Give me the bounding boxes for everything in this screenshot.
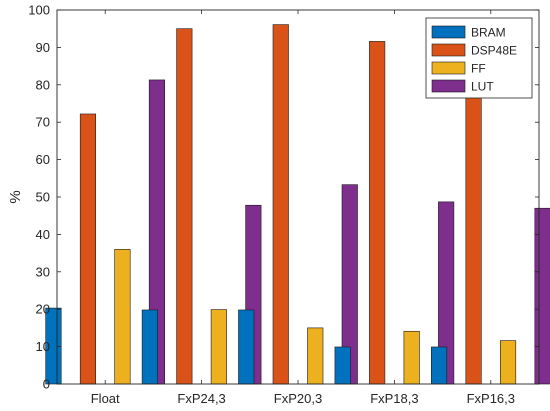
bar-ff-2 <box>307 327 324 385</box>
bar-dsp48e-2 <box>272 24 289 385</box>
y-tick-label: 90 <box>36 40 50 55</box>
bars-group <box>45 24 550 385</box>
y-tick-label: 30 <box>36 264 50 279</box>
bar-ff-1 <box>210 309 227 385</box>
legend-label-lut: LUT <box>471 80 494 94</box>
x-tick-label: Float <box>91 391 120 406</box>
y-tick-label: 50 <box>36 190 50 205</box>
y-tick-label: 20 <box>36 302 50 317</box>
y-tick-label: 40 <box>36 227 50 242</box>
bar-dsp48e-1 <box>176 28 193 385</box>
legend-label-bram: BRAM <box>471 26 506 40</box>
bar-bram-1 <box>141 309 158 385</box>
y-tick-label: 100 <box>28 3 50 18</box>
bar-bram-3 <box>334 346 351 385</box>
bar-bram-4 <box>430 346 448 385</box>
legend-swatch-bram <box>431 25 466 39</box>
axes-group: Float FxP24,3 FxP20,3 FxP18,3 FxP16,3 0 10 20 30… <box>28 3 540 406</box>
bar-ff-4 <box>499 340 517 385</box>
y-tick-label: 10 <box>36 339 50 354</box>
y-tick-label: 70 <box>36 115 50 130</box>
y-tick-label: 60 <box>36 152 50 167</box>
bar-dsp48e-4 <box>465 69 482 385</box>
bar-dsp48e-0 <box>79 113 96 385</box>
y-tick-label: 80 <box>36 77 50 92</box>
legend-swatch-dsp48e <box>431 43 466 57</box>
legend-label-dsp48e: DSP48E <box>471 44 517 58</box>
x-tick-label: FxP20,3 <box>274 391 322 406</box>
bar-dsp48e-3 <box>369 41 386 385</box>
legend-swatch-ff <box>431 61 466 75</box>
x-tick-label: FxP18,3 <box>370 391 418 406</box>
bar-ff-3 <box>403 330 420 385</box>
legend-label-ff: FF <box>471 62 486 76</box>
legend: BRAM DSP48E FF LUT <box>425 17 533 99</box>
y-axis-label: % <box>7 190 24 203</box>
bar-bram-2 <box>238 309 255 385</box>
bar-ff-0 <box>114 249 131 385</box>
axes-box <box>56 9 540 385</box>
x-tick-label: FxP16,3 <box>467 391 515 406</box>
x-tick-label: FxP24,3 <box>177 391 225 406</box>
y-tick-label: 0 <box>43 377 50 392</box>
legend-swatch-lut <box>431 79 466 93</box>
